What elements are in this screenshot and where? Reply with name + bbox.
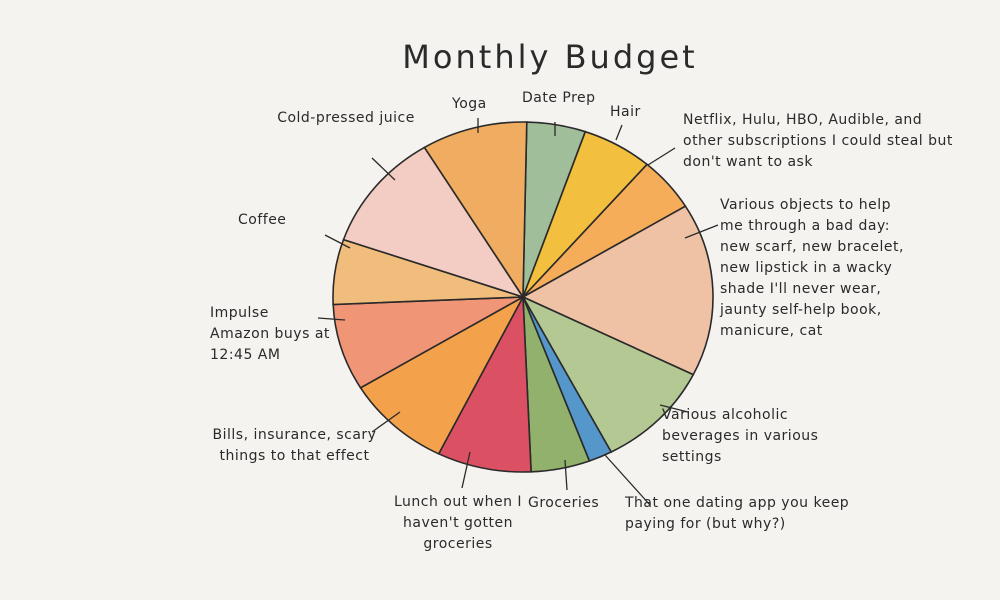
leader-line (564, 459, 568, 491)
slice-label: Impulse Amazon buys at 12:45 AM (210, 305, 330, 363)
leader-line (604, 454, 651, 506)
pie-slice (423, 121, 528, 300)
pie-slice (521, 205, 714, 376)
slice-label: Various alcoholic beverages in various s… (662, 407, 819, 465)
leader-line (461, 451, 471, 489)
leader-line (659, 404, 689, 413)
pie-slice (332, 296, 524, 389)
slice-label: That one dating app you keep paying for … (625, 495, 850, 532)
slice-label: Bills, insurance, scary things to that e… (212, 427, 377, 464)
leader-line (317, 317, 346, 321)
chart-title: Monthly Budget (402, 38, 698, 76)
leader-line (684, 224, 719, 239)
slice-label: Yoga (452, 96, 487, 112)
pie-slice (437, 294, 532, 473)
leader-line (371, 157, 396, 181)
slice-label: Cold-pressed juice (277, 110, 415, 126)
slice-label: Date Prep (522, 90, 596, 106)
slice-label: Netflix, Hulu, HBO, Audible, and other s… (683, 112, 953, 170)
slice-label: Coffee (238, 212, 287, 228)
pie-slice (342, 146, 525, 299)
leader-line (324, 234, 351, 249)
leader-line (647, 147, 676, 166)
slice-label: Groceries (528, 495, 600, 511)
slice-label: Hair (610, 104, 641, 120)
slice-label: Lunch out when I haven't gotten grocerie… (393, 494, 523, 552)
pie-slice (359, 294, 526, 455)
pie-slice (521, 295, 695, 454)
slice-label: Various objects to help me through a bad… (720, 197, 904, 339)
leader-line (371, 411, 401, 433)
leader-line (615, 124, 623, 141)
